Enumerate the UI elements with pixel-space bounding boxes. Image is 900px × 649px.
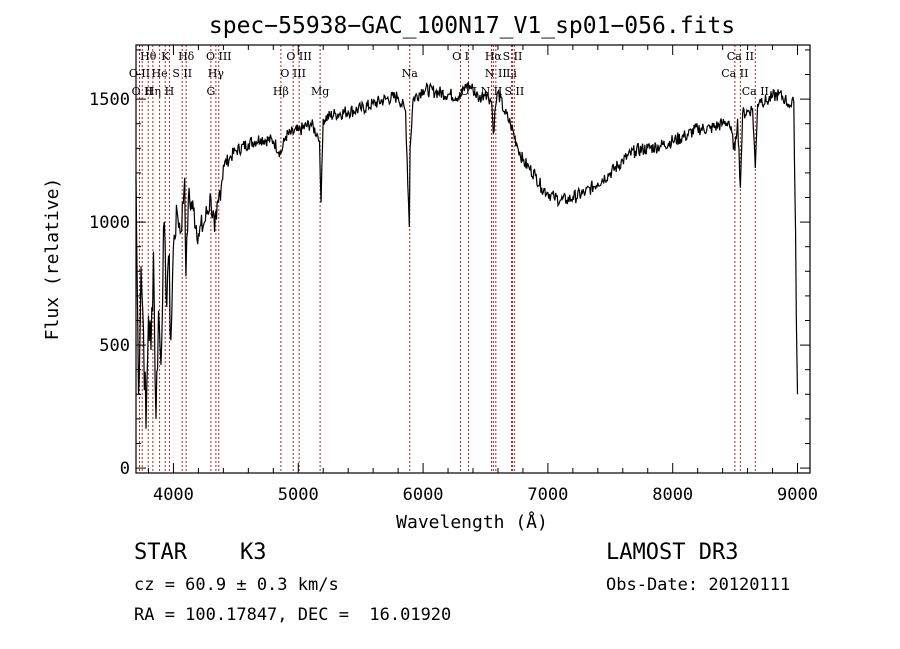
x-axis: 4000 5000 6000 7000 8000 9000	[147, 45, 818, 505]
line-label: Hδ	[178, 50, 195, 63]
line-label: N II	[485, 67, 507, 80]
line-label: Mg	[311, 85, 329, 98]
y-tick-label: 1000	[89, 213, 130, 233]
plot-frame	[135, 44, 811, 474]
line-label: K	[161, 50, 170, 63]
spectral-line-markers	[138, 45, 756, 473]
line-label: G	[206, 85, 215, 98]
line-label: He	[152, 67, 168, 80]
line-label: O III	[280, 67, 306, 80]
x-tick-label: 5000	[278, 485, 319, 505]
y-tick-label: 500	[99, 336, 130, 356]
chart-title: spec−55938−GAC_100N17_V1_sp01−056.fits	[209, 13, 735, 39]
survey-name: LAMOST DR3	[606, 540, 739, 565]
x-tick-label: 9000	[777, 485, 818, 505]
line-label: O III	[206, 50, 232, 63]
line-label: H	[165, 85, 175, 98]
line-label: Hγ	[208, 67, 225, 80]
line-label: Hα	[485, 50, 503, 63]
velocity-readout: cz = 60.9 ± 0.3 km/s	[134, 575, 339, 595]
line-label: S II	[504, 85, 524, 98]
object-class: STAR	[134, 540, 187, 565]
spectral-line-labels: O II O II Hθ Hη He K H S II Hδ G Hγ O III Hβ O III O I…	[129, 50, 769, 98]
obs-date: Obs-Date: 20120111	[606, 575, 791, 595]
line-label: Hθ	[140, 50, 157, 63]
line-label: O II	[129, 67, 150, 80]
line-label: O I	[452, 50, 469, 63]
x-tick-label: 7000	[527, 485, 568, 505]
line-label: Li	[506, 67, 517, 80]
line-label: Na	[402, 67, 419, 80]
line-label: O II	[132, 85, 153, 98]
y-axis-label: Flux (relative)	[42, 178, 63, 341]
line-label: Ca II	[721, 67, 748, 80]
coordinates: RA = 100.17847, DEC = 16.01920	[134, 605, 452, 625]
x-tick-label: 4000	[153, 485, 194, 505]
line-label: S II	[172, 67, 192, 80]
object-subclass: K3	[240, 540, 267, 565]
line-label: Hβ	[273, 85, 289, 98]
y-tick-label: 1500	[89, 90, 130, 110]
spectrum-line	[135, 81, 799, 429]
line-label: Ca II	[727, 50, 754, 63]
x-axis-label: Wavelength (Å)	[396, 511, 548, 533]
line-label: S II	[503, 50, 523, 63]
line-label: Ca II	[742, 85, 769, 98]
x-tick-label: 8000	[652, 485, 693, 505]
line-label: O III	[286, 50, 312, 63]
x-tick-label: 6000	[403, 485, 444, 505]
y-axis: 0 500 1000 1500	[89, 49, 810, 479]
line-label: Hη	[145, 85, 161, 98]
y-tick-label: 0	[120, 459, 130, 479]
